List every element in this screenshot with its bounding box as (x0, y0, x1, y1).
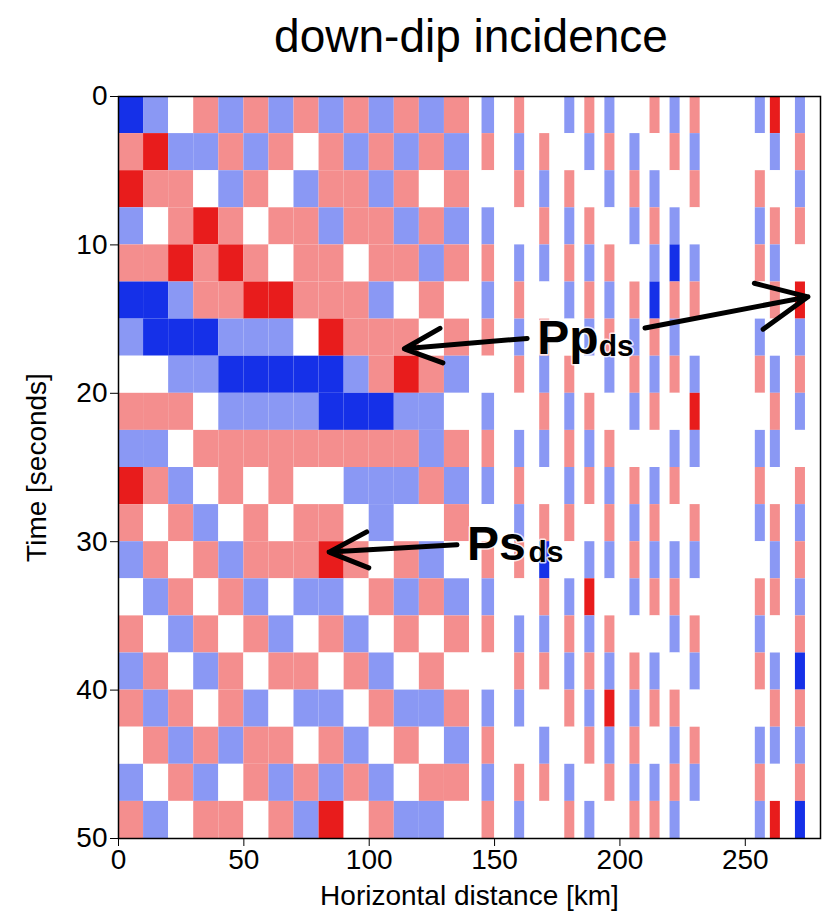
svg-text:200: 200 (597, 844, 644, 875)
svg-text:Horizontal distance [km]: Horizontal distance [km] (320, 880, 619, 911)
svg-text:20: 20 (76, 377, 107, 408)
svg-text:250: 250 (722, 844, 769, 875)
svg-text:50: 50 (228, 844, 259, 875)
svg-text:Pp: Pp (537, 311, 598, 364)
svg-text:ds: ds (529, 535, 564, 568)
html-text:down-dip incidence: down-dip incidence (274, 10, 668, 62)
svg-text:30: 30 (76, 526, 107, 557)
svg-text:40: 40 (76, 674, 107, 705)
svg-text:100: 100 (346, 844, 393, 875)
svg-text:0: 0 (111, 844, 127, 875)
svg-text:10: 10 (76, 229, 107, 260)
svg-text:Ps: Ps (467, 517, 526, 570)
svg-text:ds: ds (599, 329, 634, 362)
svg-text:0: 0 (92, 80, 108, 111)
svg-text:150: 150 (471, 844, 518, 875)
svg-text:Time [seconds]: Time [seconds] (21, 373, 52, 562)
svg-text:50: 50 (76, 822, 107, 853)
